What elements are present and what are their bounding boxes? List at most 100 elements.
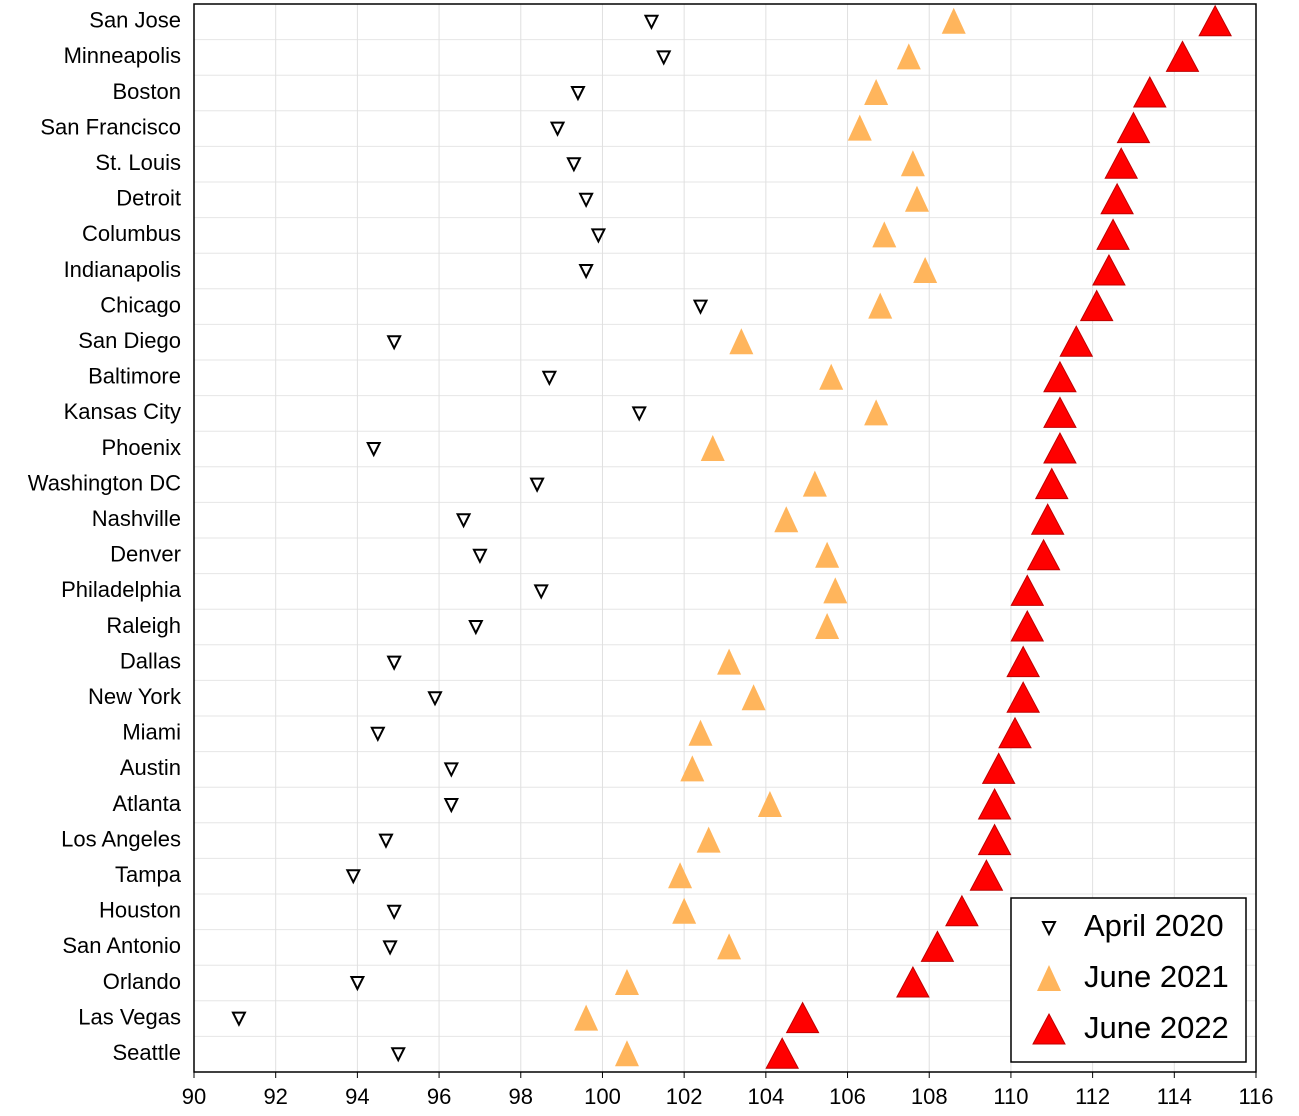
- marker: [578, 192, 594, 209]
- legend-marker: [1032, 1012, 1066, 1045]
- marker: [680, 755, 705, 782]
- x-tick-label: 106: [829, 1084, 866, 1109]
- y-tick-label: Seattle: [113, 1040, 182, 1065]
- marker: [349, 976, 366, 992]
- marker: [1165, 40, 1200, 72]
- x-tick-label: 98: [509, 1084, 533, 1109]
- marker: [696, 826, 721, 853]
- marker: [700, 435, 725, 461]
- marker: [1034, 467, 1069, 500]
- marker: [864, 399, 889, 426]
- marker: [802, 470, 827, 497]
- marker: [672, 897, 697, 924]
- y-tick-label: Philadelphia: [61, 577, 182, 602]
- x-tick-label: 90: [182, 1084, 206, 1109]
- y-tick-label: Phoenix: [101, 435, 181, 460]
- marker: [741, 684, 766, 711]
- legend: April 2020 June 2021 June 2022: [1010, 897, 1247, 1063]
- y-tick-label: Denver: [110, 542, 181, 567]
- marker: [765, 1037, 800, 1069]
- x-tick-label: 116: [1238, 1084, 1273, 1109]
- marker: [443, 798, 459, 814]
- y-tick-label: Minneapolis: [64, 43, 181, 68]
- marker: [549, 121, 566, 137]
- marker: [1043, 360, 1077, 393]
- marker: [819, 363, 844, 390]
- marker: [1096, 218, 1130, 250]
- y-tick-label: Houston: [99, 898, 181, 923]
- marker: [847, 114, 872, 141]
- x-tick-label: 110: [993, 1084, 1028, 1109]
- marker: [390, 1047, 406, 1063]
- marker: [900, 150, 925, 177]
- marker: [574, 1004, 599, 1031]
- marker: [896, 43, 921, 70]
- marker: [981, 752, 1016, 784]
- marker: [366, 442, 382, 458]
- marker: [570, 86, 586, 102]
- marker: [566, 157, 582, 173]
- marker: [578, 264, 594, 280]
- x-tick-label: 92: [263, 1084, 287, 1109]
- marker: [864, 79, 889, 105]
- marker: [729, 328, 754, 355]
- marker: [1010, 609, 1045, 642]
- marker: [1092, 253, 1126, 286]
- y-tick-label: Los Angeles: [61, 826, 181, 851]
- legend-label: June 2022: [1084, 1010, 1229, 1045]
- legend-marker: [1037, 965, 1061, 991]
- y-tick-label: Washington DC: [28, 470, 181, 495]
- marker: [757, 791, 782, 817]
- marker: [472, 548, 488, 565]
- marker: [896, 965, 930, 998]
- marker: [868, 292, 893, 319]
- x-tick-label: 112: [1075, 1084, 1110, 1109]
- marker: [1006, 645, 1041, 678]
- marker: [455, 513, 472, 529]
- marker: [815, 541, 840, 568]
- marker: [345, 869, 361, 885]
- marker: [945, 894, 979, 927]
- marker: [378, 833, 394, 849]
- plot-frame: [193, 3, 1257, 1073]
- legend-label: April 2020: [1084, 908, 1224, 943]
- marker: [643, 14, 660, 31]
- marker: [1043, 396, 1077, 428]
- y-tick-label: Atlanta: [113, 791, 182, 816]
- marker: [1198, 4, 1232, 37]
- y-tick-label: San Diego: [78, 328, 181, 353]
- y-tick-label: San Antonio: [62, 933, 181, 958]
- marker: [386, 335, 402, 351]
- marker: [443, 762, 459, 778]
- y-tick-label: Detroit: [116, 186, 181, 211]
- marker: [614, 1040, 639, 1067]
- marker: [1116, 111, 1151, 144]
- marker: [688, 719, 713, 746]
- marker: [941, 7, 966, 34]
- marker: [1100, 182, 1134, 215]
- marker: [541, 370, 557, 387]
- marker: [1059, 325, 1094, 357]
- marker: [774, 506, 799, 533]
- marker: [231, 1011, 247, 1027]
- marker: [1079, 289, 1114, 322]
- y-tick-label: Boston: [113, 79, 182, 104]
- y-tick-label: Raleigh: [106, 613, 181, 638]
- y-tick-label: Tampa: [115, 862, 182, 887]
- y-tick-label: Dallas: [120, 648, 181, 673]
- y-tick-label: Nashville: [92, 506, 181, 531]
- x-tick-label: 100: [584, 1084, 621, 1109]
- y-tick-label: San Francisco: [40, 114, 181, 139]
- marker: [590, 228, 606, 244]
- marker: [1104, 147, 1139, 179]
- y-tick-label: Baltimore: [88, 364, 181, 389]
- marker: [717, 933, 742, 960]
- marker: [370, 726, 386, 743]
- marker: [427, 691, 443, 707]
- marker: [631, 406, 647, 422]
- marker: [823, 577, 848, 604]
- x-tick-label: 96: [427, 1084, 451, 1109]
- marker: [382, 940, 398, 956]
- marker: [1132, 75, 1167, 108]
